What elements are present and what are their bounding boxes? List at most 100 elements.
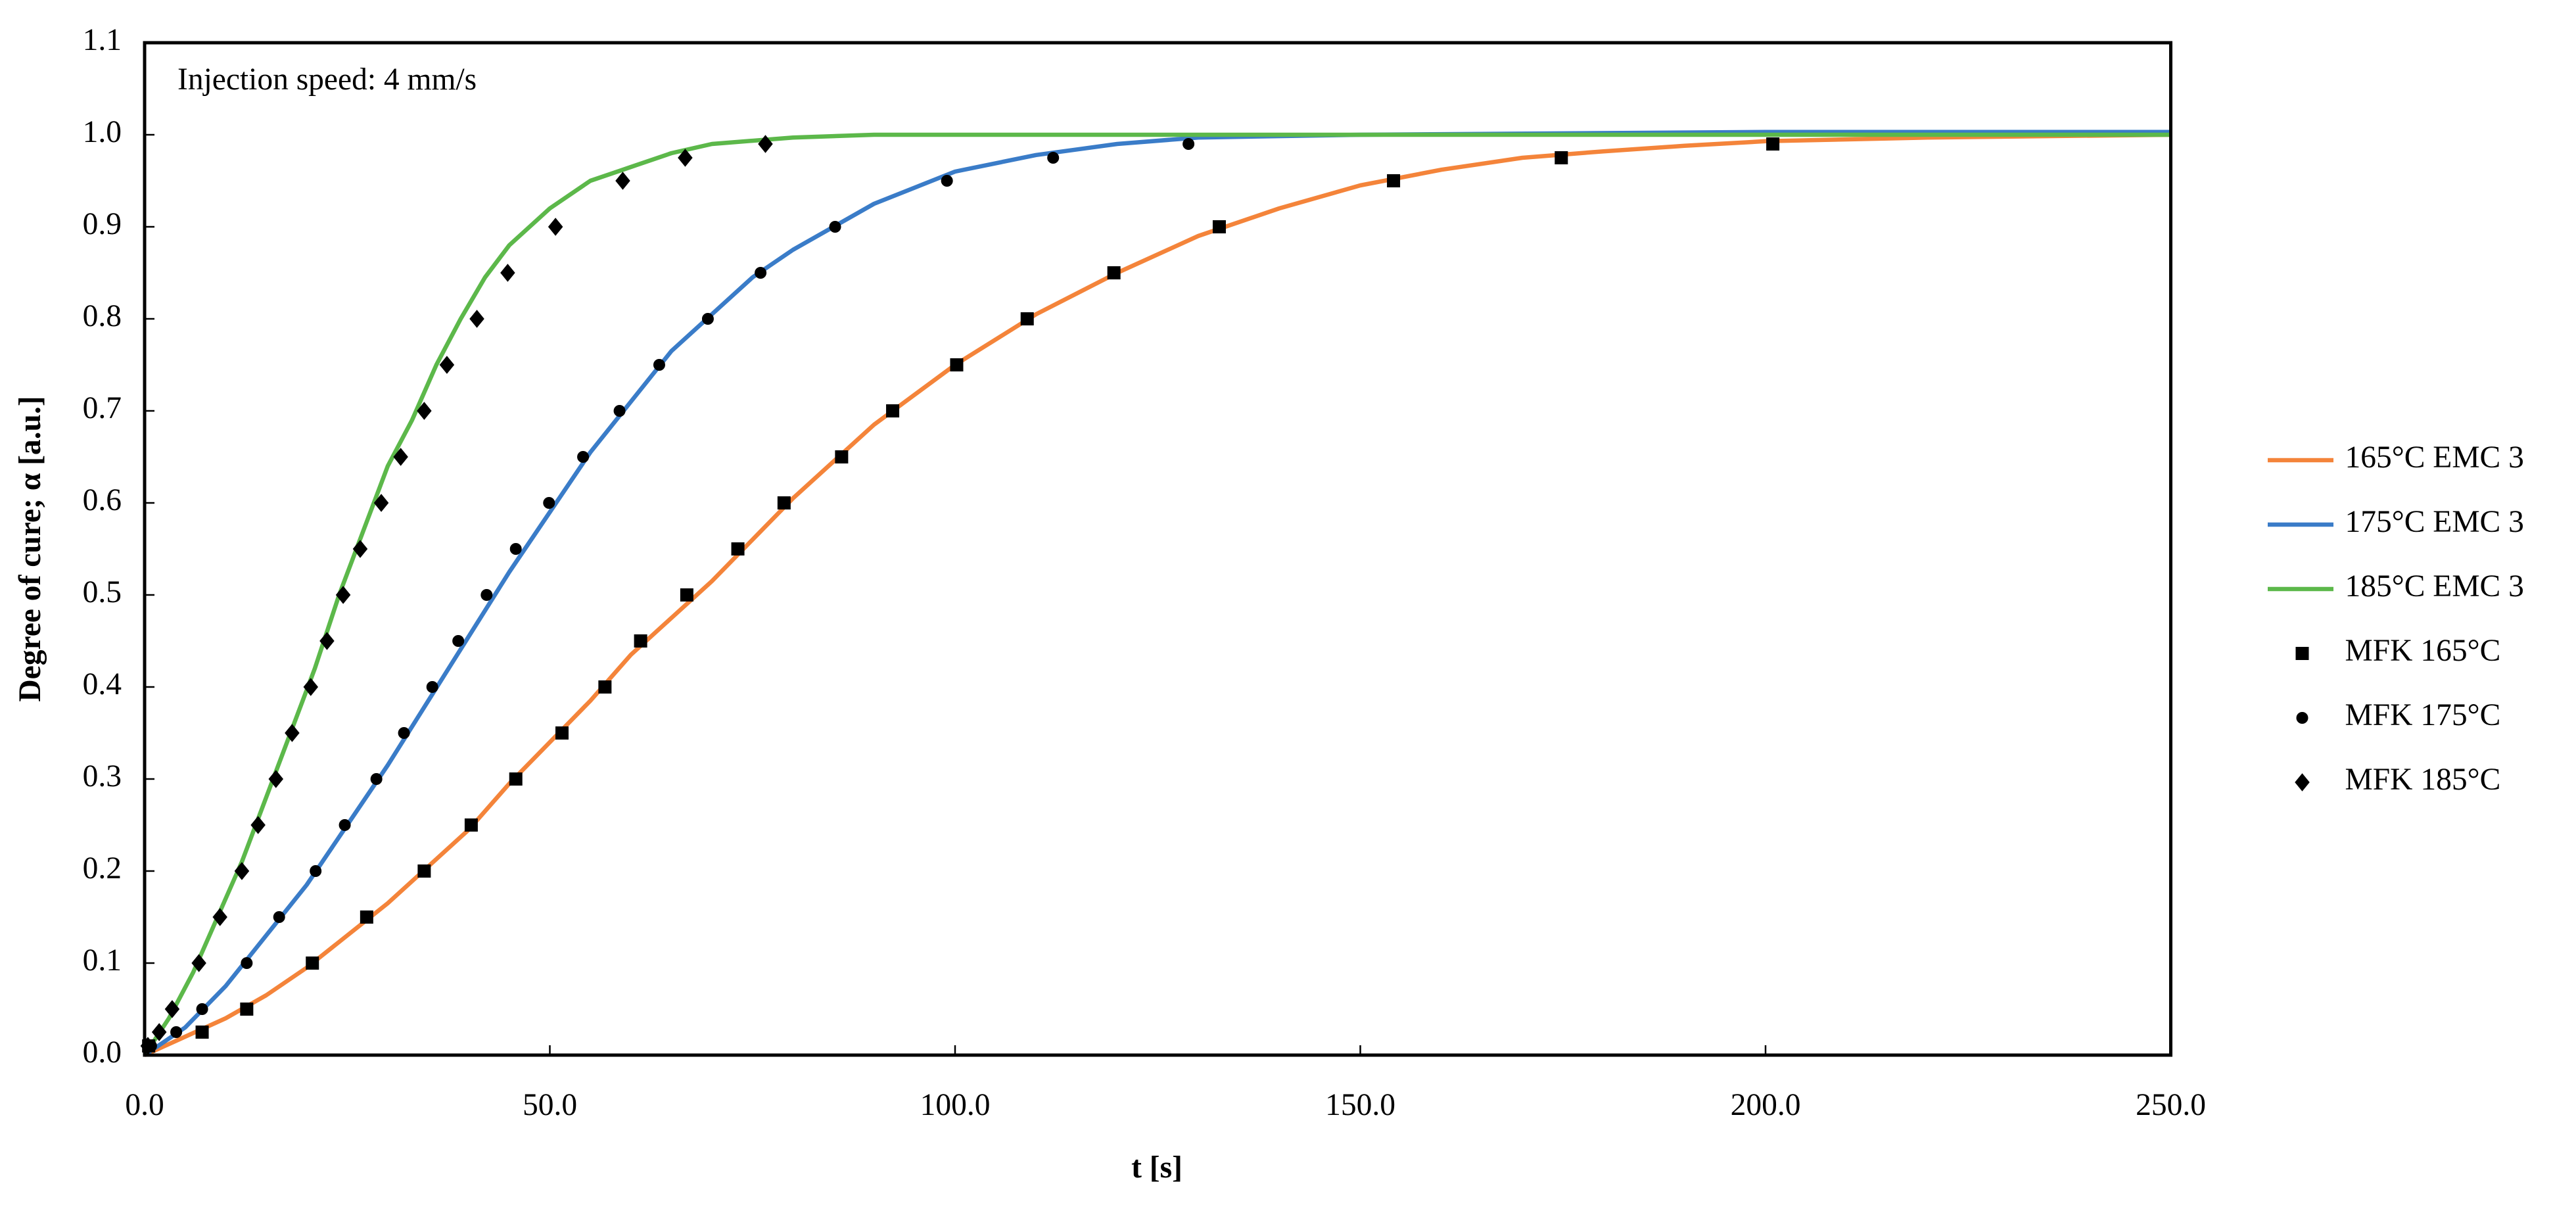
y-tick-label: 0.3 [83, 759, 122, 793]
marker [758, 135, 773, 153]
y-tick-label: 0.7 [83, 391, 122, 425]
x-tick-label: 250.0 [2136, 1088, 2206, 1122]
marker [678, 149, 693, 167]
data-line [143, 132, 2171, 1057]
y-tick-label: 0.8 [83, 299, 122, 333]
legend-label: MFK 165°C [2345, 634, 2501, 668]
x-tick-label: 100.0 [920, 1088, 991, 1122]
marker [1047, 152, 1060, 164]
marker [273, 911, 285, 924]
marker [335, 586, 351, 604]
marker [417, 402, 432, 420]
marker [480, 589, 493, 601]
marker [509, 543, 522, 555]
marker [509, 772, 523, 786]
y-tick-label: 0.5 [83, 575, 122, 609]
marker [777, 496, 791, 509]
y-tick-label: 1.1 [83, 23, 122, 57]
marker [310, 865, 322, 878]
marker [886, 404, 900, 417]
marker [613, 405, 626, 417]
y-tick-label: 0.0 [83, 1035, 122, 1070]
y-tick-label: 1.0 [83, 115, 122, 149]
marker [360, 910, 373, 924]
marker [577, 451, 590, 463]
legend-label: 165°C EMC 3 [2345, 440, 2524, 475]
marker [170, 1026, 183, 1039]
marker [653, 359, 665, 371]
x-tick-label: 50.0 [523, 1088, 577, 1122]
plot-frame [143, 41, 2173, 1057]
marker [1107, 266, 1121, 279]
marker [701, 312, 714, 325]
y-tick-label: 0.1 [83, 943, 122, 978]
legend-label: 175°C EMC 3 [2345, 505, 2524, 539]
marker [151, 1023, 167, 1041]
marker [464, 818, 478, 832]
marker [241, 957, 253, 970]
marker [634, 634, 647, 648]
marker [941, 175, 953, 187]
y-tick-label: 0.4 [83, 667, 122, 701]
legend-marker [2295, 647, 2309, 660]
marker [1183, 138, 1195, 150]
marker [731, 542, 745, 555]
marker [615, 172, 630, 190]
marker [755, 266, 767, 279]
marker [212, 908, 227, 926]
marker [268, 770, 283, 788]
marker [306, 957, 319, 970]
legend-marker [2296, 711, 2308, 724]
x-axis-label: t [s] [1131, 1150, 1183, 1185]
marker [196, 1003, 208, 1016]
y-tick-label: 0.2 [83, 851, 122, 886]
marker [469, 310, 484, 328]
marker [250, 816, 266, 834]
marker [339, 819, 351, 831]
marker [835, 450, 849, 463]
data-line [143, 130, 2171, 1057]
marker [234, 862, 250, 880]
marker [191, 954, 206, 972]
x-tick-label: 150.0 [1325, 1088, 1395, 1122]
marker [1555, 151, 1568, 164]
legend-marker [2295, 773, 2310, 792]
marker [240, 1003, 254, 1016]
plot-area [145, 43, 2171, 1055]
marker [1766, 137, 1780, 151]
marker [195, 1026, 209, 1039]
marker [426, 681, 438, 693]
marker [285, 724, 300, 742]
marker [417, 864, 431, 878]
marker [352, 540, 368, 558]
marker [598, 680, 612, 694]
marker [1387, 174, 1401, 187]
marker [500, 264, 515, 282]
y-tick-label: 0.9 [83, 207, 122, 241]
x-tick-label: 0.0 [125, 1088, 164, 1122]
marker [1020, 312, 1034, 325]
marker [398, 727, 410, 739]
y-tick-label: 0.6 [83, 483, 122, 517]
marker [164, 1000, 180, 1018]
marker [829, 220, 841, 233]
marker [452, 634, 465, 647]
marker [370, 773, 383, 785]
marker [680, 588, 693, 602]
y-axis-label: Degree of cure; α [a.u.] [13, 396, 47, 701]
marker [543, 497, 555, 509]
annotation: Injection speed: 4 mm/s [177, 62, 477, 97]
marker [319, 632, 335, 650]
marker [950, 358, 964, 371]
legend-label: MFK 175°C [2345, 698, 2501, 732]
marker [373, 494, 389, 512]
marker [303, 678, 319, 696]
marker [1212, 220, 1226, 233]
legend-label: MFK 185°C [2345, 763, 2501, 797]
marker [393, 448, 408, 466]
legend-label: 185°C EMC 3 [2345, 569, 2524, 603]
x-tick-label: 200.0 [1731, 1088, 1801, 1122]
marker [548, 218, 563, 236]
